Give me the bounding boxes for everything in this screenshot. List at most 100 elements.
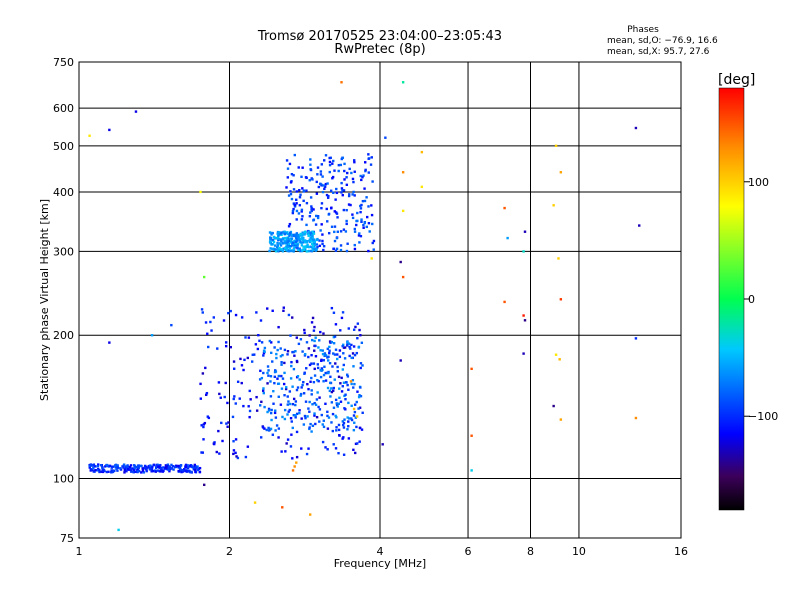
y-tick-label: 200 bbox=[53, 329, 74, 342]
data-point bbox=[133, 464, 136, 467]
data-point bbox=[301, 231, 304, 234]
x-tick-label: 8 bbox=[527, 545, 534, 558]
data-point bbox=[322, 359, 325, 362]
data-point bbox=[275, 246, 279, 249]
data-point bbox=[253, 353, 256, 356]
data-point bbox=[312, 380, 316, 384]
data-point bbox=[288, 234, 291, 237]
data-point bbox=[128, 465, 132, 469]
data-point bbox=[229, 345, 233, 349]
data-point bbox=[358, 232, 361, 235]
data-point bbox=[289, 249, 293, 253]
data-point bbox=[268, 249, 271, 253]
data-point bbox=[242, 404, 245, 408]
data-point bbox=[260, 341, 264, 344]
data-point bbox=[285, 386, 288, 389]
data-point bbox=[269, 380, 272, 383]
data-point bbox=[420, 150, 424, 154]
data-point bbox=[310, 249, 313, 253]
data-point bbox=[296, 235, 300, 239]
data-point bbox=[309, 211, 312, 214]
data-point bbox=[240, 364, 244, 367]
data-point bbox=[253, 501, 257, 504]
data-point bbox=[129, 468, 132, 472]
data-point bbox=[339, 329, 342, 332]
data-point bbox=[300, 210, 303, 213]
data-point bbox=[101, 469, 105, 472]
data-point bbox=[341, 344, 344, 348]
data-point bbox=[281, 353, 284, 357]
data-point bbox=[360, 428, 364, 431]
data-point bbox=[348, 167, 351, 171]
data-point bbox=[255, 409, 259, 412]
data-point bbox=[318, 420, 321, 423]
data-point bbox=[289, 417, 293, 420]
data-point bbox=[291, 209, 295, 213]
data-point bbox=[313, 374, 317, 377]
data-point bbox=[299, 240, 302, 244]
data-point bbox=[302, 423, 306, 426]
data-point bbox=[345, 208, 348, 212]
data-point bbox=[266, 410, 269, 414]
data-point bbox=[326, 196, 330, 199]
data-point bbox=[313, 239, 316, 243]
data-point bbox=[303, 328, 306, 332]
chart-subtitle: RwPretec (8p) bbox=[334, 42, 425, 57]
data-point bbox=[298, 378, 301, 381]
data-point bbox=[347, 425, 350, 428]
data-point bbox=[316, 214, 320, 218]
data-point bbox=[341, 193, 344, 197]
data-point bbox=[113, 464, 117, 468]
data-point bbox=[353, 160, 356, 164]
colorbar-ticks: −100 0 100 bbox=[744, 176, 778, 423]
data-point bbox=[278, 248, 281, 252]
data-point bbox=[364, 161, 367, 164]
data-point bbox=[339, 382, 342, 385]
data-point bbox=[297, 237, 300, 240]
data-point bbox=[334, 249, 338, 252]
data-point bbox=[333, 239, 337, 243]
data-point bbox=[331, 429, 335, 433]
data-point bbox=[351, 193, 354, 196]
data-point bbox=[275, 424, 279, 427]
data-point bbox=[280, 387, 284, 390]
data-point bbox=[552, 204, 555, 207]
data-point bbox=[217, 429, 220, 433]
data-point bbox=[321, 239, 324, 243]
data-point bbox=[140, 471, 143, 474]
data-point bbox=[330, 225, 334, 228]
data-point bbox=[313, 414, 316, 417]
data-point bbox=[288, 247, 292, 250]
data-point bbox=[215, 450, 218, 454]
data-point bbox=[352, 365, 355, 368]
data-point bbox=[186, 464, 189, 467]
data-point bbox=[273, 236, 276, 239]
data-point bbox=[283, 361, 286, 365]
data-point bbox=[296, 247, 299, 250]
data-point bbox=[308, 179, 311, 182]
data-point bbox=[634, 416, 638, 420]
data-point bbox=[352, 428, 356, 432]
data-point bbox=[337, 163, 341, 167]
data-point bbox=[346, 416, 349, 419]
data-point bbox=[303, 239, 307, 242]
data-point bbox=[320, 367, 324, 370]
x-tick-label: 1 bbox=[76, 545, 83, 558]
data-point bbox=[154, 466, 158, 470]
data-point bbox=[150, 470, 153, 473]
data-point bbox=[327, 194, 330, 198]
data-point bbox=[188, 470, 192, 474]
data-point bbox=[364, 168, 367, 172]
data-point bbox=[318, 244, 321, 248]
data-point bbox=[353, 170, 356, 173]
data-point bbox=[331, 177, 334, 180]
data-point bbox=[320, 206, 323, 210]
data-point bbox=[331, 412, 335, 416]
data-point bbox=[291, 385, 294, 388]
data-point bbox=[273, 381, 276, 385]
data-point bbox=[318, 396, 321, 399]
data-point bbox=[285, 242, 288, 245]
data-point bbox=[354, 325, 357, 329]
data-point bbox=[359, 234, 363, 238]
data-point bbox=[240, 316, 244, 319]
